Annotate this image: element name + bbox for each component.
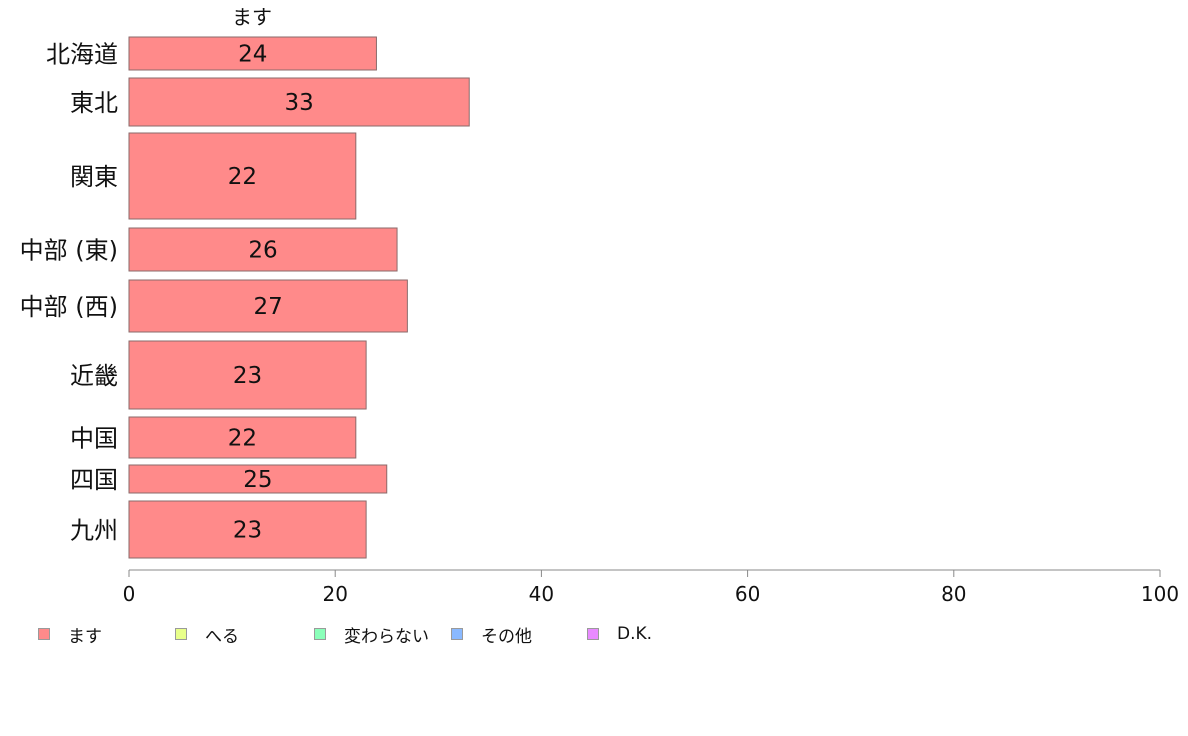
bar-masu-5 [128,340,367,410]
bar-masu-8 [128,500,367,559]
legend-item: その他 [451,624,532,647]
legend-label: 変わらない [344,626,429,647]
legend-item: 変わらない [314,624,429,647]
bar-masu-0 [128,36,377,71]
bar-masu-3 [128,227,398,272]
x-tick-label: 40 [529,582,554,606]
category-label: 中部 (東) [20,237,118,265]
legend-item: ます [38,624,102,647]
legend-label: D.K. [617,624,653,644]
x-tick-label: 100 [1141,582,1179,606]
x-tick-label: 0 [123,582,136,606]
legend-swatch [451,628,463,640]
legend-swatch [175,628,187,640]
data-label: 26 [248,238,277,264]
bar-masu-4 [128,279,408,333]
bar-masu-1 [128,77,470,127]
data-label: 22 [228,164,257,190]
legend-item: D.K. [587,624,652,644]
bar-masu-7 [128,464,388,494]
data-label: 23 [233,363,262,389]
bar-masu-2 [128,132,357,220]
legend-swatch [587,628,599,640]
category-label: 中国 [70,425,118,453]
data-label: 25 [243,467,272,493]
category-label: 中部 (西) [20,293,118,321]
legend-label: へる [205,626,239,647]
data-label: 33 [284,90,313,116]
x-tick-label: 60 [735,582,760,606]
legend-swatch [38,628,50,640]
legend: ます へる 変わらない その他 D.K. [38,624,798,647]
data-label: 27 [254,294,283,320]
data-label: 22 [228,426,257,452]
category-label: 北海道 [46,41,118,69]
legend-swatch [314,628,326,640]
x-tick-label: 20 [322,582,347,606]
category-label: 東北 [70,89,118,117]
data-label: 24 [238,42,267,68]
legend-label: その他 [481,626,532,647]
category-label: 近畿 [70,362,118,390]
category-label: 四国 [70,466,118,494]
legend-item: へる [175,624,239,647]
legend-label: ます [68,626,102,647]
x-tick-label: 80 [941,582,966,606]
series-top-label: ます [232,5,272,29]
bar-masu-6 [128,416,357,459]
category-label: 関東 [70,163,118,191]
data-label: 23 [233,518,262,544]
category-label: 九州 [70,517,118,545]
